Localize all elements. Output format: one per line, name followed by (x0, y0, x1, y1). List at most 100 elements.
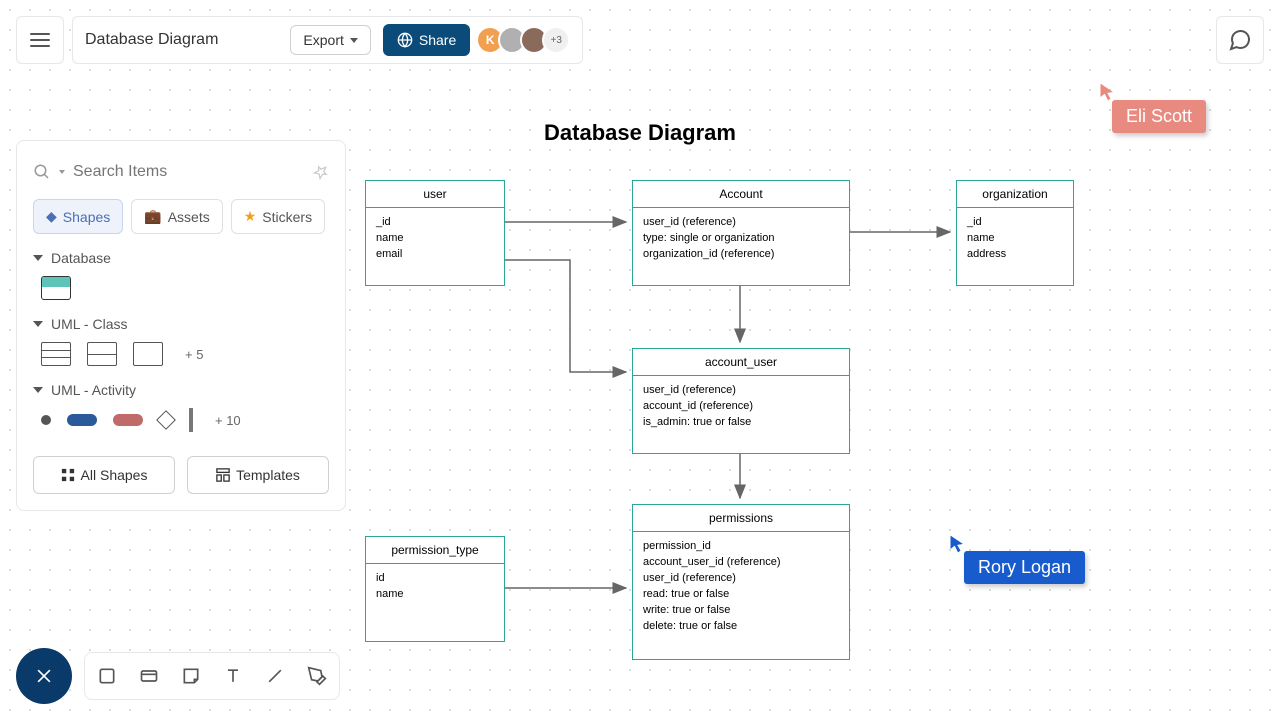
entity-fields: user_id (reference)type: single or organ… (633, 208, 849, 268)
all-shapes-button[interactable]: All Shapes (33, 456, 175, 494)
comment-button[interactable] (1216, 16, 1264, 64)
chevron-down-icon (350, 38, 358, 43)
button-label: Templates (236, 467, 300, 483)
canvas-title[interactable]: Database Diagram (544, 120, 736, 146)
pin-icon[interactable] (313, 164, 329, 180)
entity-field: name (376, 230, 494, 246)
section-head[interactable]: Database (33, 250, 329, 266)
entity-title: user (366, 181, 504, 208)
tab-label: Stickers (262, 209, 312, 225)
activity-action-shape[interactable] (67, 414, 97, 426)
section-uml-class: UML - Class + 5 (33, 316, 329, 366)
tab-assets[interactable]: 💼 Assets (131, 199, 222, 234)
line-tool[interactable] (263, 664, 287, 688)
template-icon (216, 468, 230, 482)
entity-field: name (376, 586, 494, 602)
entity-fields: _idnameaddress (957, 208, 1073, 268)
entity-title: permissions (633, 505, 849, 532)
star-icon: ★ (244, 208, 257, 225)
entity-field: id (376, 570, 494, 586)
caret-down-icon (33, 321, 43, 327)
tab-stickers[interactable]: ★ Stickers (231, 199, 325, 234)
activity-start-shape[interactable] (41, 415, 51, 425)
entity-field: user_id (reference) (643, 382, 839, 398)
tab-label: Shapes (63, 209, 110, 225)
entity-permissions[interactable]: permissionspermission_idaccount_user_id … (632, 504, 850, 660)
connector-arrow[interactable] (505, 260, 626, 372)
activity-action-shape[interactable] (113, 414, 143, 426)
entity-account_user[interactable]: account_user user_id (reference)account_i… (632, 348, 850, 454)
activity-decision-shape[interactable] (156, 410, 176, 430)
entity-user[interactable]: user_idnameemail (365, 180, 505, 286)
briefcase-icon: 💼 (144, 208, 161, 225)
tab-label: Assets (168, 209, 210, 225)
card-tool[interactable] (137, 664, 161, 688)
shapes-panel: ◆ Shapes 💼 Assets ★ Stickers Database UM… (16, 140, 346, 511)
share-button[interactable]: Share (383, 24, 470, 56)
db-table-shape[interactable] (41, 276, 71, 300)
entity-field: delete: true or false (643, 618, 839, 634)
templates-button[interactable]: Templates (187, 456, 329, 494)
entity-organization[interactable]: organization_idnameaddress (956, 180, 1074, 286)
export-button[interactable]: Export (290, 25, 370, 55)
entity-fields: idname (366, 564, 504, 608)
uml-class-shape[interactable] (41, 342, 71, 366)
pen-tool[interactable] (305, 664, 329, 688)
close-icon (34, 666, 54, 686)
tab-row: ◆ Shapes 💼 Assets ★ Stickers (33, 199, 329, 234)
section-head[interactable]: UML - Activity (33, 382, 329, 398)
entity-field: is_admin: true or false (643, 414, 839, 430)
entity-field: address (967, 246, 1063, 262)
tab-shapes[interactable]: ◆ Shapes (33, 199, 123, 234)
entity-fields: permission_idaccount_user_id (reference)… (633, 532, 849, 640)
search-input[interactable] (73, 157, 305, 187)
entity-field: name (967, 230, 1063, 246)
section-database: Database (33, 250, 329, 300)
collaborator-cursor-icon (1098, 82, 1118, 102)
entity-field: _id (967, 214, 1063, 230)
section-uml-activity: UML - Activity + 10 (33, 382, 329, 432)
text-tool[interactable] (221, 664, 245, 688)
entity-field: account_id (reference) (643, 398, 839, 414)
caret-down-icon (33, 255, 43, 261)
section-title: Database (51, 250, 111, 266)
entity-account[interactable]: Accountuser_id (reference)type: single o… (632, 180, 850, 286)
uml-class-shape[interactable] (87, 342, 117, 366)
avatar-stack[interactable]: K +3 (482, 26, 570, 54)
topbar: Database Diagram Export Share K +3 (16, 16, 583, 64)
menu-button[interactable] (16, 16, 64, 64)
rectangle-tool[interactable] (95, 664, 119, 688)
entity-field: permission_id (643, 538, 839, 554)
section-title: UML - Class (51, 316, 128, 332)
more-count[interactable]: + 5 (185, 347, 203, 362)
section-head[interactable]: UML - Class (33, 316, 329, 332)
note-tool[interactable] (179, 664, 203, 688)
entity-title: account_user (633, 349, 849, 376)
section-title: UML - Activity (51, 382, 136, 398)
entity-field: _id (376, 214, 494, 230)
search-icon (33, 163, 51, 181)
caret-down-icon (33, 387, 43, 393)
grid-icon (61, 468, 75, 482)
close-fab[interactable] (16, 648, 72, 704)
button-label: All Shapes (81, 467, 148, 483)
entity-field: email (376, 246, 494, 262)
entity-field: read: true or false (643, 586, 839, 602)
entity-title: organization (957, 181, 1073, 208)
document-title[interactable]: Database Diagram (85, 31, 278, 49)
uml-class-shape[interactable] (133, 342, 163, 366)
entity-field: user_id (reference) (643, 570, 839, 586)
entity-permission_type[interactable]: permission_typeidname (365, 536, 505, 642)
tool-bar (16, 648, 340, 704)
globe-icon (397, 32, 413, 48)
entity-field: user_id (reference) (643, 214, 839, 230)
avatar-more[interactable]: +3 (542, 26, 570, 54)
activity-bar-shape[interactable] (189, 408, 193, 432)
collaborator-label: Rory Logan (964, 551, 1085, 584)
more-count[interactable]: + 10 (215, 413, 241, 428)
entity-field: type: single or organization (643, 230, 839, 246)
title-bar: Database Diagram Export Share K +3 (72, 16, 583, 64)
share-label: Share (419, 32, 456, 48)
entity-fields: _idnameemail (366, 208, 504, 268)
search-dropdown-icon[interactable] (59, 170, 65, 174)
